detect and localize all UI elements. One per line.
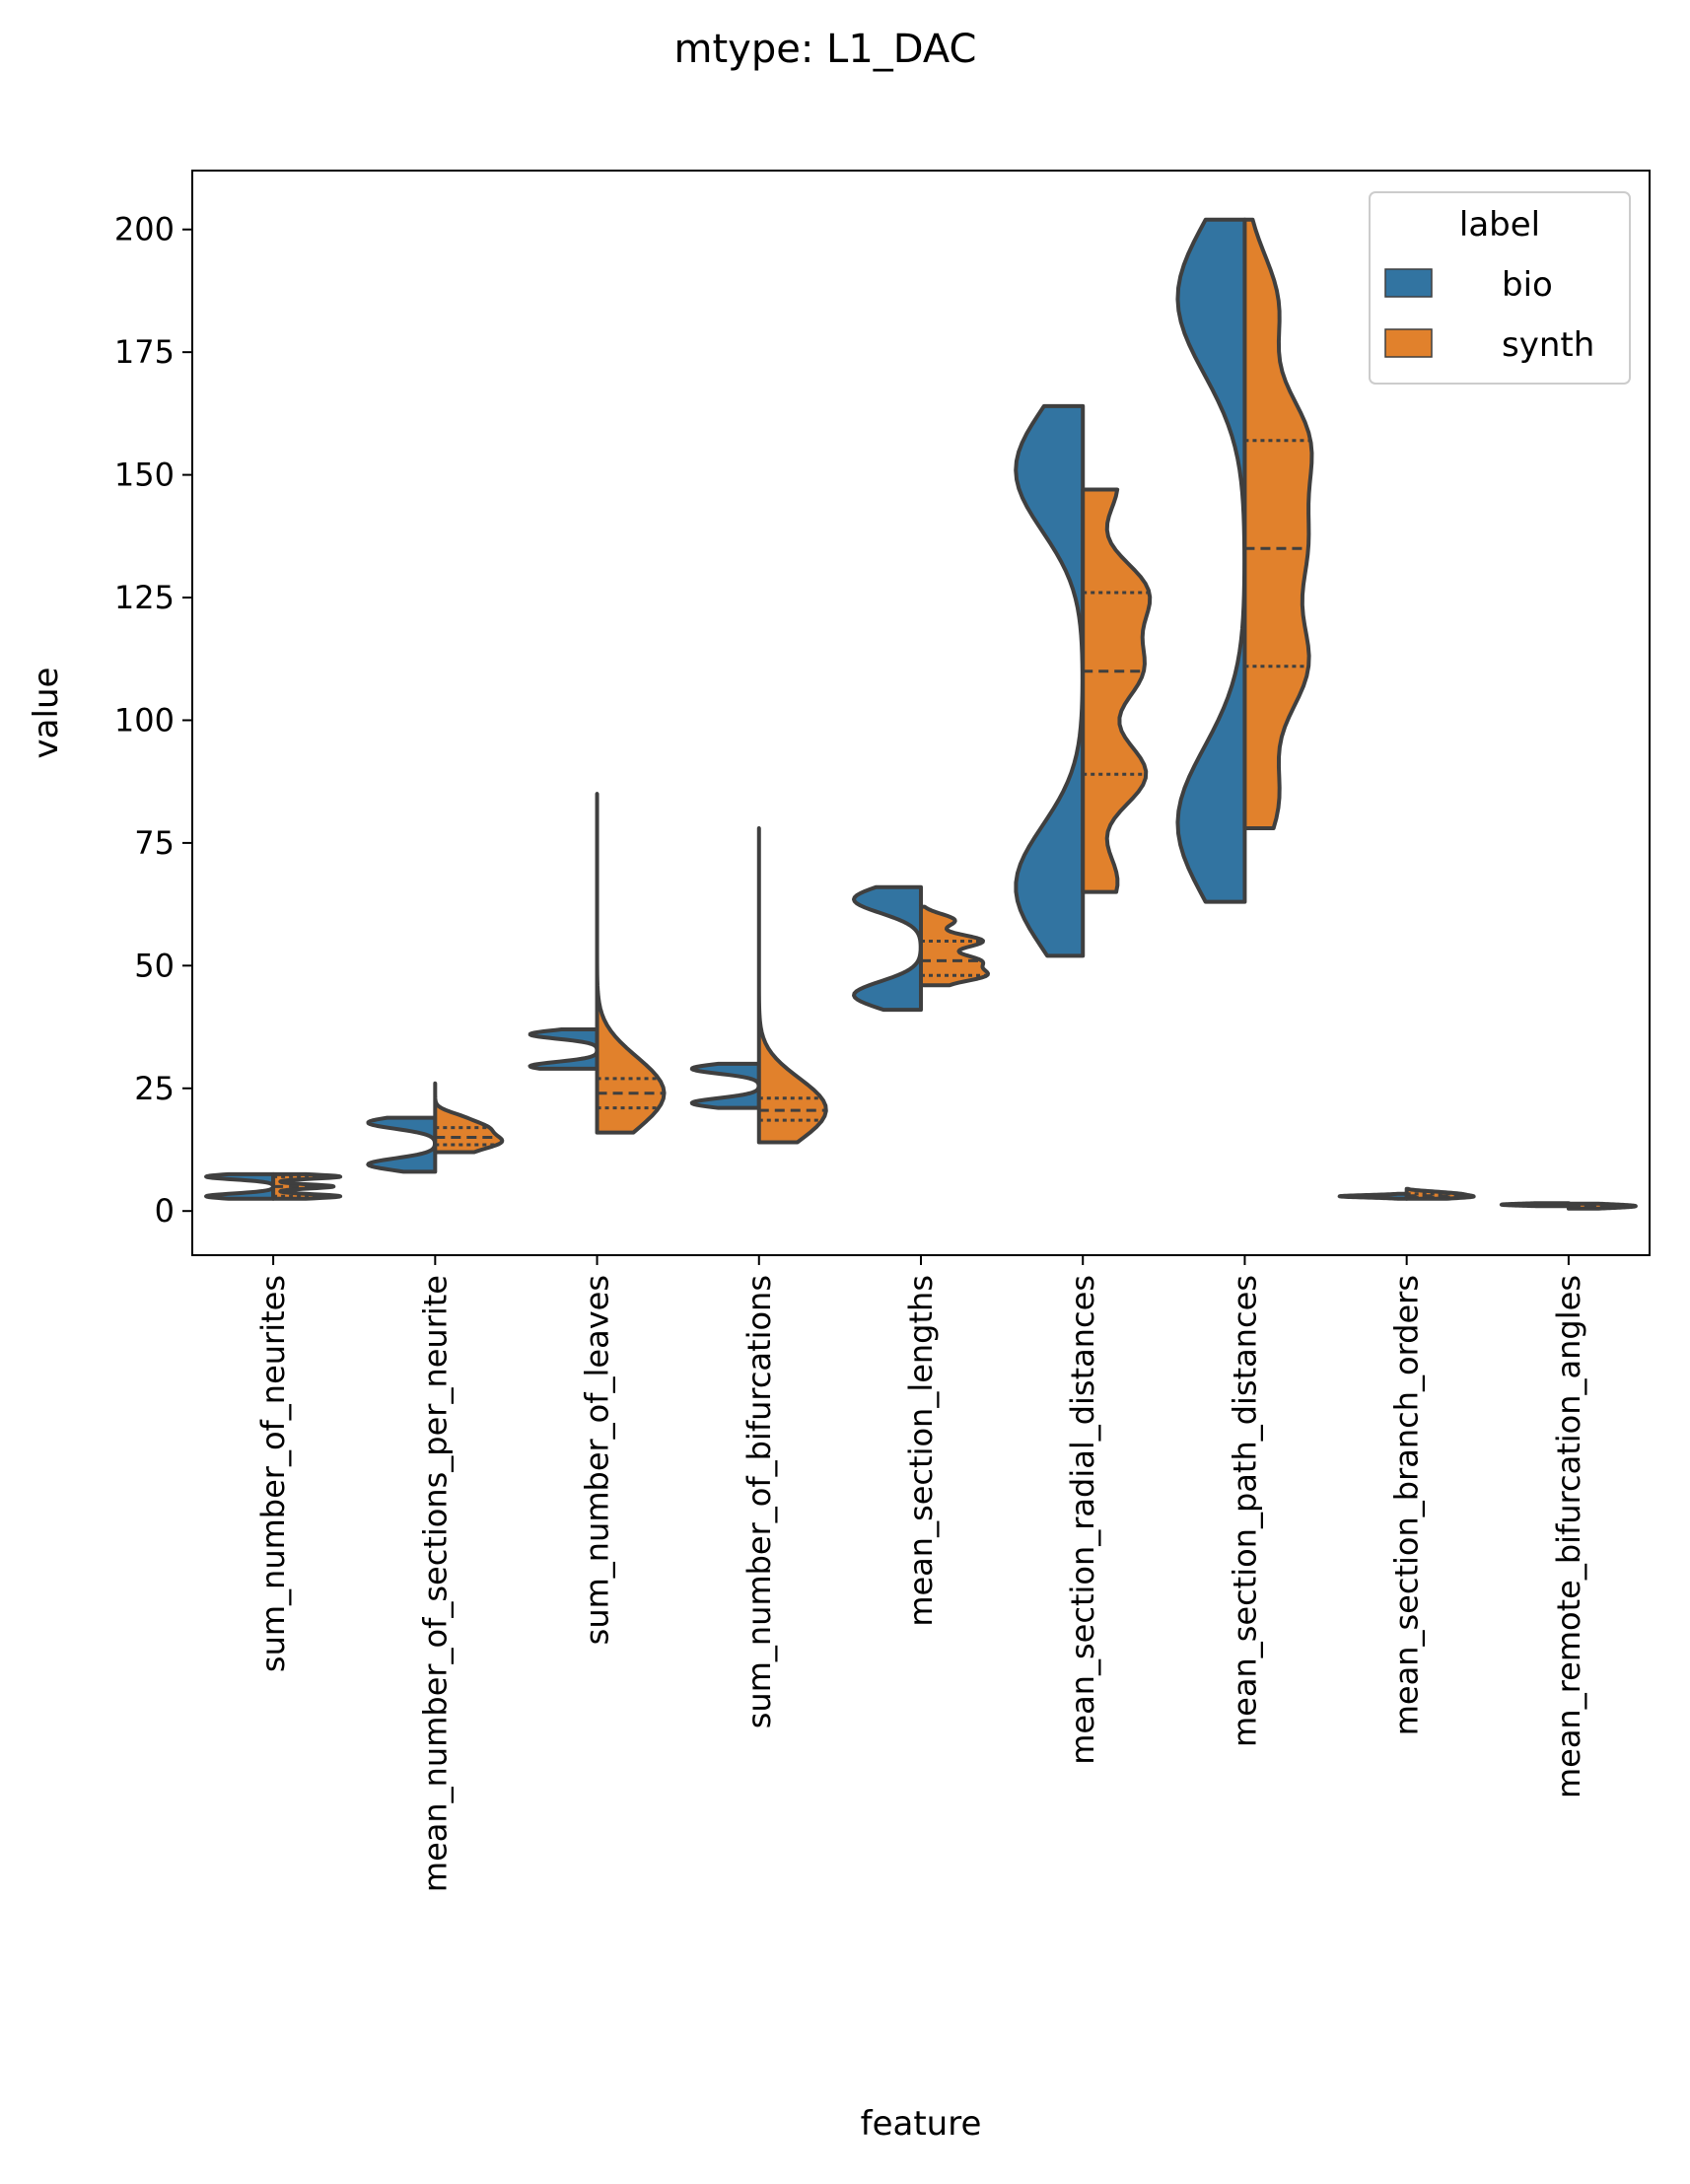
y-tick-label: 50 (134, 947, 175, 984)
violin-bio-mean_number_of_sections_per_neurite (366, 1115, 438, 1174)
legend-frame (1369, 191, 1631, 385)
legend-swatch-synth (1384, 328, 1433, 358)
x-axis: sum_number_of_neurites mean_number_of_sec… (254, 1255, 1587, 1892)
x-tick-label: mean_section_lengths (902, 1275, 940, 1627)
violin-group (204, 217, 1638, 1211)
y-axis: 0 25 50 75 100 125 150 175 200 (114, 211, 192, 1230)
violin-bio-sum_number_of_leaves (528, 1027, 599, 1071)
y-tick-label: 200 (114, 211, 175, 248)
violin-bio-mean_section_path_distances (1175, 217, 1247, 904)
x-tick-label: mean_number_of_sections_per_neurite (416, 1275, 454, 1892)
x-tick-label: mean_section_path_distances (1226, 1275, 1263, 1747)
x-tick-label: mean_section_radial_distances (1064, 1275, 1101, 1765)
violin-bio-sum_number_of_bifurcations (689, 1061, 761, 1110)
x-tick-label: mean_remote_bifurcation_angles (1550, 1275, 1587, 1798)
x-tick-label: mean_section_branch_orders (1388, 1275, 1426, 1735)
y-axis-title: value (27, 668, 66, 759)
y-tick-label: 25 (134, 1070, 175, 1107)
legend-swatch-bio (1384, 268, 1433, 298)
violin-synth-sum_number_of_leaves (595, 792, 667, 1135)
x-tick-label: sum_number_of_bifurcations (740, 1275, 778, 1728)
violin-synth-mean_section_lengths (919, 904, 990, 988)
x-axis-title: feature (861, 2104, 982, 2144)
violin-synth-sum_number_of_bifurcations (756, 825, 828, 1145)
y-tick-label: 0 (155, 1192, 175, 1230)
violin-bio-mean_remote_bifurcation_angles (1499, 1201, 1571, 1209)
y-tick-label: 75 (134, 824, 175, 862)
chart-title: mtype: L1_DAC (674, 27, 977, 72)
violin-bio-mean_section_lengths (852, 884, 923, 1013)
violin-synth-mean_number_of_sections_per_neurite (433, 1081, 505, 1155)
legend-label-bio: bio (1502, 265, 1553, 305)
y-tick-label: 150 (114, 457, 175, 494)
x-tick-label: sum_number_of_neurites (254, 1275, 292, 1672)
legend-title: label (1459, 205, 1540, 245)
violin-bio-mean_section_branch_orders (1337, 1191, 1409, 1201)
legend: label bio synth (1369, 191, 1631, 385)
y-tick-label: 125 (114, 579, 175, 616)
x-tick-label: sum_number_of_leaves (579, 1275, 616, 1645)
legend-label-synth: synth (1502, 325, 1594, 365)
y-tick-label: 175 (114, 333, 175, 371)
y-tick-label: 100 (114, 701, 175, 739)
violin-bio-sum_number_of_neurites (204, 1171, 276, 1201)
violin-synth-mean_section_radial_distances (1081, 487, 1153, 894)
violin-synth-mean_section_path_distances (1242, 217, 1314, 830)
violin-bio-mean_section_radial_distances (1014, 403, 1086, 958)
